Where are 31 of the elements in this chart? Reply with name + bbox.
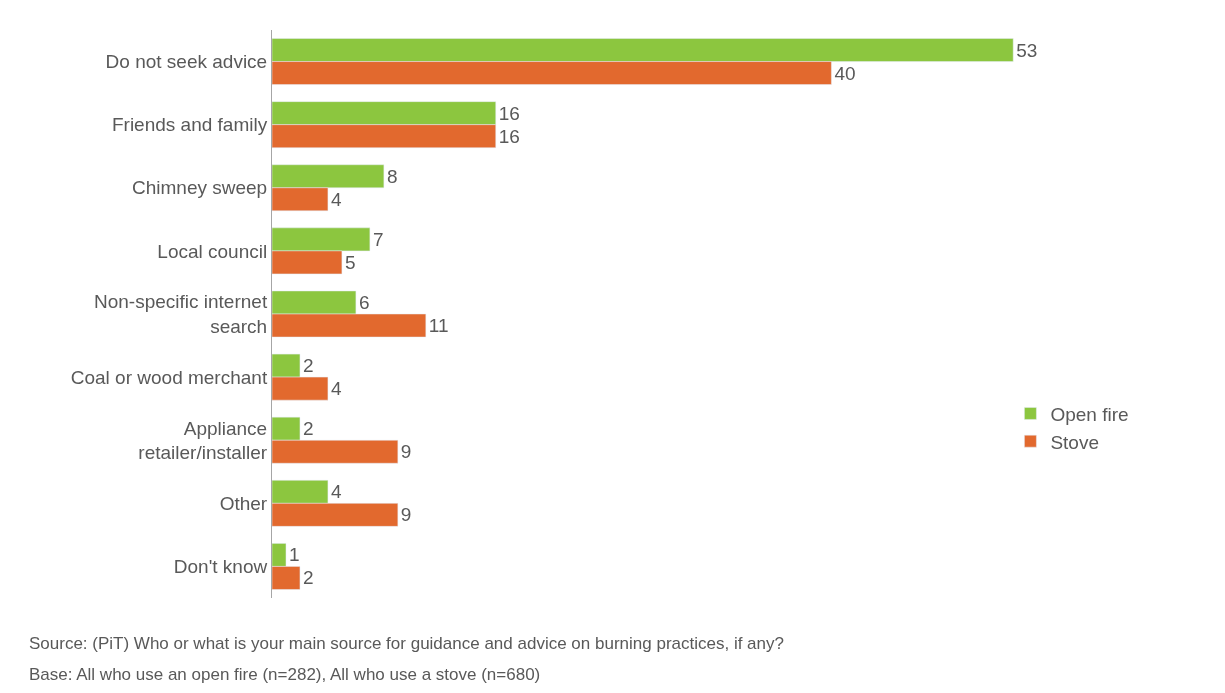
data-label: 4: [330, 188, 342, 210]
data-label: 16: [498, 102, 520, 124]
data-label: 1: [288, 544, 300, 566]
y-tick-label: Non-specific internet search: [94, 291, 268, 337]
legend-label: Open fire: [1050, 403, 1129, 425]
data-label: 9: [400, 441, 412, 463]
legend-label: Stove: [1050, 431, 1099, 453]
y-tick-label: Don't know: [173, 556, 268, 578]
data-label: 40: [834, 62, 856, 84]
source-note: Source: (PiT) Who or what is your main source for guidance and advice on burning practices, if any?: [29, 634, 784, 653]
data-label: 11: [428, 315, 449, 337]
y-tick-label: Coal or wood merchant: [70, 366, 268, 388]
data-label: 16: [498, 125, 520, 147]
data-label: 4: [330, 481, 342, 503]
data-label: 2: [302, 567, 314, 589]
y-tick-label: Chimney sweep: [132, 177, 268, 199]
data-label: 6: [358, 291, 370, 313]
data-label: 9: [400, 504, 412, 526]
data-label: 2: [302, 355, 314, 377]
y-tick-label: Appliance retailer/installer: [138, 417, 268, 464]
text: Base: All who use an open fire (n=282), All who use a stove (n=680): [29, 665, 541, 684]
data-label: 8: [386, 165, 398, 187]
data-label: 7: [372, 228, 384, 250]
data-label: 4: [330, 378, 342, 400]
y-tick-label: Local council: [157, 240, 268, 262]
data-label: 53: [1016, 39, 1038, 61]
data-label: 5: [344, 251, 356, 273]
data-label: 2: [302, 418, 314, 440]
y-tick-label: Do not seek advice: [105, 51, 268, 73]
y-tick-label: Other: [219, 492, 268, 514]
y-tick-label: Friends and family: [111, 114, 268, 136]
